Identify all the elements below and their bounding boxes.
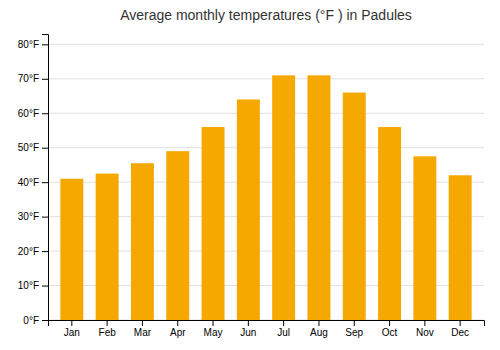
y-tick-label: 10°F bbox=[18, 280, 39, 291]
x-tick-mark bbox=[460, 320, 461, 326]
bar bbox=[343, 93, 366, 320]
title: Average monthly temperatures (°F ) in Pa… bbox=[120, 7, 412, 23]
bar bbox=[449, 175, 472, 320]
y-tick-mark bbox=[42, 148, 48, 149]
x-tick: Jul bbox=[277, 320, 290, 338]
y-tick-mark bbox=[42, 79, 48, 80]
x-tick: Nov bbox=[416, 320, 434, 338]
grid bbox=[48, 44, 484, 320]
x-tick-label: Dec bbox=[451, 327, 469, 338]
y-tick-label: 60°F bbox=[18, 108, 39, 119]
x-tick: May bbox=[204, 320, 223, 338]
y-tick: 60°F bbox=[18, 108, 48, 119]
x-tick-label: May bbox=[204, 327, 223, 338]
x-tick-mark bbox=[142, 320, 143, 326]
x-tick: Feb bbox=[99, 320, 117, 338]
x-tick-mark bbox=[71, 320, 72, 326]
x-tick-mark bbox=[389, 320, 390, 326]
bar bbox=[307, 75, 330, 320]
y-tick-mark bbox=[42, 320, 48, 321]
x-tick: Jun bbox=[240, 320, 256, 338]
grid-line bbox=[48, 113, 484, 114]
x-tick-label: Jan bbox=[64, 327, 80, 338]
x-tick: Mar bbox=[134, 320, 152, 338]
y-tick: 10°F bbox=[18, 280, 48, 291]
x-tick-label: Feb bbox=[99, 327, 117, 338]
x-tick: Aug bbox=[310, 320, 328, 338]
y-tick: 20°F bbox=[18, 246, 48, 257]
bar bbox=[96, 174, 119, 320]
y-tick: 0°F bbox=[23, 315, 48, 326]
bar bbox=[413, 156, 436, 320]
y-tick-mark bbox=[42, 286, 48, 287]
y-tick-label: 30°F bbox=[18, 211, 39, 222]
y-tick-label: 70°F bbox=[18, 73, 39, 84]
y-tick-label: 40°F bbox=[18, 177, 39, 188]
bar bbox=[237, 99, 260, 320]
bar bbox=[378, 127, 401, 320]
y-tick: 50°F bbox=[18, 142, 48, 153]
bar bbox=[131, 163, 154, 320]
y-tick-label: 50°F bbox=[18, 142, 39, 153]
y-tick: 30°F bbox=[18, 211, 48, 222]
y-tick-label: 80°F bbox=[18, 39, 39, 50]
x-tick-mark bbox=[177, 320, 178, 326]
chart: 0°F 10°F 20°F 30°F 40°F 50°F 60°F 70°F 80°F Jan Fe… bbox=[0, 0, 500, 350]
y-tick: 80°F bbox=[18, 39, 48, 50]
y-tick-mark bbox=[42, 44, 48, 45]
x-tick-mark bbox=[424, 320, 425, 326]
y-tick-label: 0°F bbox=[23, 315, 39, 326]
x-tick-label: Jul bbox=[277, 327, 290, 338]
y-tick-label: 20°F bbox=[18, 246, 39, 257]
x-tick: Oct bbox=[382, 320, 398, 338]
x-tick-mark bbox=[213, 320, 214, 326]
x-tick: Dec bbox=[451, 320, 469, 338]
y-tick-mark bbox=[42, 182, 48, 183]
grid-line bbox=[48, 78, 484, 79]
x-tick-label: Sep bbox=[345, 327, 363, 338]
grid-line bbox=[48, 147, 484, 148]
x-tick: Sep bbox=[345, 320, 363, 338]
y-tick: 40°F bbox=[18, 177, 48, 188]
x-tick-label: Aug bbox=[310, 327, 328, 338]
y-tick-mark bbox=[42, 217, 48, 218]
bars bbox=[60, 75, 471, 320]
y-axis: 0°F 10°F 20°F 30°F 40°F 50°F 60°F 70°F 80°F bbox=[18, 35, 49, 326]
x-tick: Jan bbox=[64, 320, 80, 338]
bar bbox=[166, 151, 189, 320]
y-axis-line bbox=[42, 35, 49, 321]
x-tick-label: Nov bbox=[416, 327, 434, 338]
x-tick: Apr bbox=[170, 320, 186, 338]
x-axis-line bbox=[49, 321, 485, 327]
x-tick-mark bbox=[354, 320, 355, 326]
x-axis: Jan Feb Mar Apr May Jun Jul Aug Sep Oct Nov Dec bbox=[49, 320, 485, 338]
x-tick-label: Mar bbox=[134, 327, 152, 338]
grid-line bbox=[48, 44, 484, 45]
x-tick-label: Oct bbox=[382, 327, 398, 338]
y-tick: 70°F bbox=[18, 73, 48, 84]
x-tick-mark bbox=[248, 320, 249, 326]
x-tick-mark bbox=[318, 320, 319, 326]
x-tick-mark bbox=[283, 320, 284, 326]
y-tick-mark bbox=[42, 251, 48, 252]
bar bbox=[272, 75, 295, 320]
y-tick-mark bbox=[42, 113, 48, 114]
x-tick-mark bbox=[107, 320, 108, 326]
plot: 0°F 10°F 20°F 30°F 40°F 50°F 60°F 70°F 80°F Jan Fe… bbox=[18, 35, 485, 339]
bar bbox=[202, 127, 225, 320]
bar bbox=[60, 179, 83, 320]
x-tick-label: Jun bbox=[240, 327, 256, 338]
x-tick-label: Apr bbox=[170, 327, 186, 338]
